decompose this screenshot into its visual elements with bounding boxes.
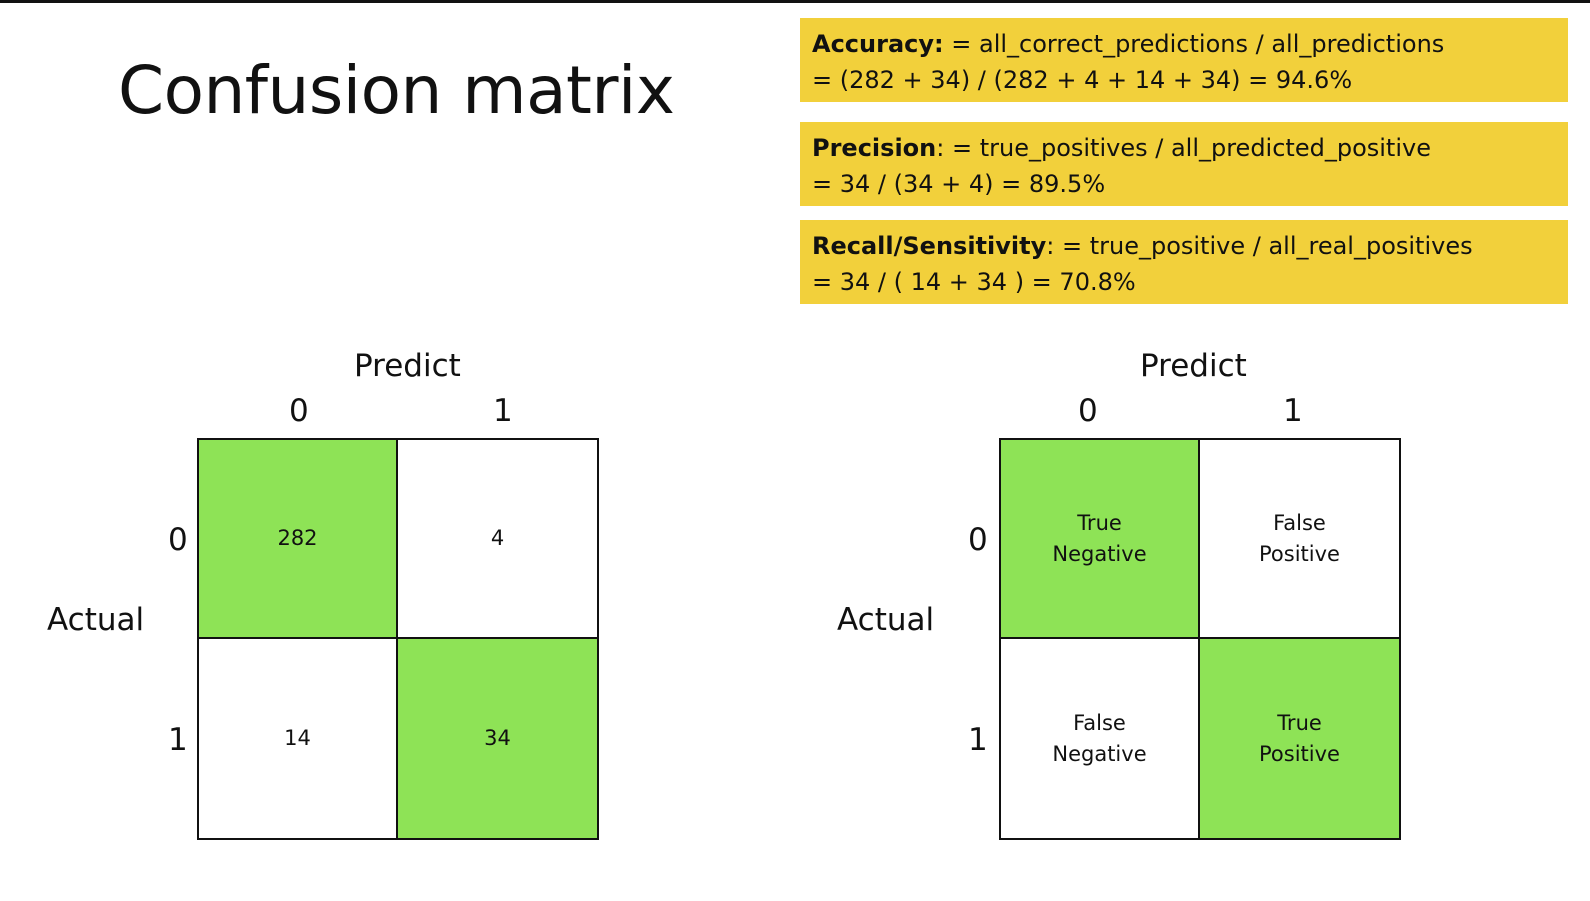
precision-formula-box: Precision: = true_positives / all_predic… (800, 122, 1568, 206)
terms-cell-line: Negative (1052, 541, 1147, 566)
counts-cell-false-positive: 4 (398, 440, 597, 639)
terms-cell-line: Negative (1052, 741, 1147, 766)
counts-matrix: 282 4 14 34 (197, 438, 599, 840)
terms-cell-false-negative: False Negative (1001, 639, 1200, 838)
page-title: Confusion matrix (118, 52, 675, 129)
counts-cell-true-negative: 282 (199, 440, 398, 639)
accuracy-formula-box: Accuracy: = all_correct_predictions / al… (800, 18, 1568, 102)
terms-cell-true-negative: True Negative (1001, 440, 1200, 639)
terms-cell-line: True (1277, 710, 1322, 735)
accuracy-calculation: = (282 + 34) / (282 + 4 + 14 + 34) = 94.… (812, 66, 1353, 94)
recall-calculation: = 34 / ( 14 + 34 ) = 70.8% (812, 268, 1136, 296)
counts-col-label-1: 1 (493, 393, 513, 429)
precision-label: Precision (812, 134, 937, 162)
precision-calculation: = 34 / (34 + 4) = 89.5% (812, 170, 1106, 198)
terms-row-label-0: 0 (968, 522, 988, 558)
terms-cell-line: Positive (1259, 541, 1340, 566)
counts-row-label-0: 0 (168, 522, 188, 558)
terms-cell-text: True Negative (1052, 508, 1146, 570)
terms-cell-text: True Positive (1259, 708, 1340, 770)
precision-definition-line: Precision: = true_positives / all_predic… (812, 130, 1556, 166)
recall-label: Recall/Sensitivity (812, 232, 1047, 260)
terms-col-label-0: 0 (1078, 393, 1098, 429)
counts-actual-label: Actual (47, 602, 145, 638)
counts-row-label-1: 1 (168, 722, 188, 758)
terms-cell-true-positive: True Positive (1200, 639, 1399, 838)
terms-predict-label: Predict (1140, 348, 1247, 384)
counts-cell-true-positive: 34 (398, 639, 597, 838)
terms-actual-label: Actual (837, 602, 935, 638)
terms-cell-line: False (1273, 510, 1326, 535)
recall-definition: : = true_positive / all_real_positives (1046, 232, 1473, 260)
counts-cell-value: 4 (490, 526, 505, 550)
accuracy-label: Accuracy: (812, 30, 944, 58)
accuracy-definition: = all_correct_predictions / all_predicti… (943, 30, 1445, 58)
counts-cell-false-negative: 14 (199, 639, 398, 838)
counts-cell-value: 34 (484, 726, 511, 750)
terms-cell-text: False Positive (1259, 508, 1340, 570)
terms-cell-false-positive: False Positive (1200, 440, 1399, 639)
terms-cell-line: False (1073, 710, 1126, 735)
terms-row-label-1: 1 (968, 722, 988, 758)
terms-cell-line: Positive (1259, 741, 1340, 766)
counts-cell-value: 14 (284, 726, 311, 750)
recall-definition-line: Recall/Sensitivity: = true_positive / al… (812, 228, 1556, 264)
counts-predict-label: Predict (354, 348, 461, 384)
terms-col-label-1: 1 (1283, 393, 1303, 429)
recall-formula-box: Recall/Sensitivity: = true_positive / al… (800, 220, 1568, 304)
accuracy-definition-line: Accuracy: = all_correct_predictions / al… (812, 26, 1556, 62)
terms-cell-text: False Negative (1052, 708, 1146, 770)
top-border-bar (0, 0, 1590, 3)
terms-cell-line: True (1077, 510, 1122, 535)
precision-definition: : = true_positives / all_predicted_posit… (936, 134, 1431, 162)
counts-col-label-0: 0 (289, 393, 309, 429)
counts-cell-value: 282 (277, 526, 318, 550)
terms-matrix: True Negative False Positive False Negat… (999, 438, 1401, 840)
